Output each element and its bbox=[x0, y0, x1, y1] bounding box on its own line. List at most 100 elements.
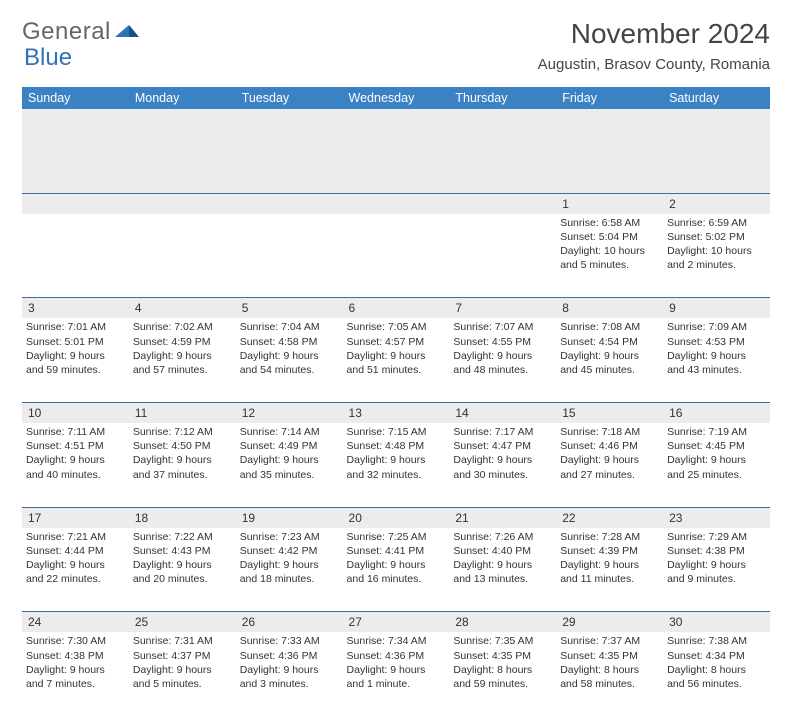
day-info-line: Daylight: 9 hours and 25 minutes. bbox=[667, 453, 766, 481]
day-info-line: Sunrise: 7:19 AM bbox=[667, 425, 766, 439]
day-cell: Sunrise: 7:38 AMSunset: 4:34 PMDaylight:… bbox=[663, 632, 770, 716]
day-info-line: Sunrise: 7:29 AM bbox=[667, 530, 766, 544]
day-info-line: Daylight: 9 hours and 43 minutes. bbox=[667, 349, 766, 377]
day-number: 9 bbox=[663, 298, 770, 319]
day-info-line: Sunset: 5:01 PM bbox=[26, 335, 125, 349]
day-number: 20 bbox=[343, 507, 450, 528]
day-cell: Sunrise: 7:37 AMSunset: 4:35 PMDaylight:… bbox=[556, 632, 663, 716]
day-number: 10 bbox=[22, 402, 129, 423]
day-cell: Sunrise: 7:09 AMSunset: 4:53 PMDaylight:… bbox=[663, 318, 770, 402]
day-info-line: Daylight: 9 hours and 48 minutes. bbox=[453, 349, 552, 377]
day-info-line: Sunset: 4:37 PM bbox=[133, 649, 232, 663]
day-info-line: Daylight: 9 hours and 9 minutes. bbox=[667, 558, 766, 586]
day-number: 29 bbox=[556, 612, 663, 633]
day-info-line: Daylight: 9 hours and 59 minutes. bbox=[26, 349, 125, 377]
day-cell: Sunrise: 7:30 AMSunset: 4:38 PMDaylight:… bbox=[22, 632, 129, 716]
day-number bbox=[343, 193, 450, 214]
day-info-line: Sunrise: 7:34 AM bbox=[347, 634, 446, 648]
day-number: 13 bbox=[343, 402, 450, 423]
day-info-line: Sunset: 4:59 PM bbox=[133, 335, 232, 349]
day-info-line: Sunset: 5:04 PM bbox=[560, 230, 659, 244]
weekday-header: Saturday bbox=[663, 87, 770, 109]
logo-mark-icon bbox=[115, 18, 141, 46]
day-info-line: Sunset: 4:43 PM bbox=[133, 544, 232, 558]
day-cell: Sunrise: 7:05 AMSunset: 4:57 PMDaylight:… bbox=[343, 318, 450, 402]
logo-text-blue: Blue bbox=[24, 44, 72, 72]
day-info-line: Sunset: 4:36 PM bbox=[347, 649, 446, 663]
day-info-line: Sunset: 4:42 PM bbox=[240, 544, 339, 558]
day-info-line: Daylight: 9 hours and 35 minutes. bbox=[240, 453, 339, 481]
day-info-line: Sunset: 4:40 PM bbox=[453, 544, 552, 558]
location-label: Augustin, Brasov County, Romania bbox=[538, 56, 770, 73]
weekday-header: Thursday bbox=[449, 87, 556, 109]
day-cell bbox=[236, 214, 343, 298]
day-cell: Sunrise: 7:17 AMSunset: 4:47 PMDaylight:… bbox=[449, 423, 556, 507]
day-info-line: Daylight: 9 hours and 1 minute. bbox=[347, 663, 446, 691]
day-info-line: Sunrise: 7:04 AM bbox=[240, 320, 339, 334]
day-number: 16 bbox=[663, 402, 770, 423]
day-number bbox=[129, 193, 236, 214]
day-info-line: Sunset: 4:54 PM bbox=[560, 335, 659, 349]
day-info-line: Sunrise: 7:37 AM bbox=[560, 634, 659, 648]
day-cell: Sunrise: 7:18 AMSunset: 4:46 PMDaylight:… bbox=[556, 423, 663, 507]
day-info-line: Sunrise: 7:02 AM bbox=[133, 320, 232, 334]
day-info-line: Sunrise: 7:30 AM bbox=[26, 634, 125, 648]
day-number: 6 bbox=[343, 298, 450, 319]
day-cell bbox=[129, 214, 236, 298]
day-info-line: Sunrise: 7:35 AM bbox=[453, 634, 552, 648]
weekday-header: Friday bbox=[556, 87, 663, 109]
day-info-line: Sunrise: 7:31 AM bbox=[133, 634, 232, 648]
day-number: 12 bbox=[236, 402, 343, 423]
day-info-line: Daylight: 9 hours and 54 minutes. bbox=[240, 349, 339, 377]
weekday-header: Wednesday bbox=[343, 87, 450, 109]
day-info-line: Sunset: 4:55 PM bbox=[453, 335, 552, 349]
day-info-line: Daylight: 8 hours and 58 minutes. bbox=[560, 663, 659, 691]
day-info-line: Daylight: 9 hours and 5 minutes. bbox=[133, 663, 232, 691]
day-number: 5 bbox=[236, 298, 343, 319]
day-info-line: Sunrise: 7:38 AM bbox=[667, 634, 766, 648]
day-number: 14 bbox=[449, 402, 556, 423]
day-number bbox=[236, 193, 343, 214]
day-cell: Sunrise: 7:33 AMSunset: 4:36 PMDaylight:… bbox=[236, 632, 343, 716]
weekday-header: Sunday bbox=[22, 87, 129, 109]
day-number: 7 bbox=[449, 298, 556, 319]
day-info-line: Daylight: 9 hours and 11 minutes. bbox=[560, 558, 659, 586]
day-info-line: Sunrise: 7:33 AM bbox=[240, 634, 339, 648]
day-number: 18 bbox=[129, 507, 236, 528]
day-number: 28 bbox=[449, 612, 556, 633]
day-info-line: Sunrise: 7:21 AM bbox=[26, 530, 125, 544]
day-info-line: Sunset: 4:58 PM bbox=[240, 335, 339, 349]
day-info-line: Sunset: 4:38 PM bbox=[667, 544, 766, 558]
day-number: 3 bbox=[22, 298, 129, 319]
day-info-line: Sunset: 4:50 PM bbox=[133, 439, 232, 453]
day-info-line: Daylight: 9 hours and 57 minutes. bbox=[133, 349, 232, 377]
day-number: 24 bbox=[22, 612, 129, 633]
day-info-line: Sunset: 4:47 PM bbox=[453, 439, 552, 453]
day-cell: Sunrise: 7:34 AMSunset: 4:36 PMDaylight:… bbox=[343, 632, 450, 716]
day-number: 17 bbox=[22, 507, 129, 528]
day-info-line: Daylight: 9 hours and 27 minutes. bbox=[560, 453, 659, 481]
day-number: 1 bbox=[556, 193, 663, 214]
day-info-line: Sunrise: 7:15 AM bbox=[347, 425, 446, 439]
day-info-line: Sunrise: 7:18 AM bbox=[560, 425, 659, 439]
day-info-line: Sunrise: 7:23 AM bbox=[240, 530, 339, 544]
day-cell: Sunrise: 7:12 AMSunset: 4:50 PMDaylight:… bbox=[129, 423, 236, 507]
day-content-row: Sunrise: 7:01 AMSunset: 5:01 PMDaylight:… bbox=[22, 318, 770, 402]
day-cell: Sunrise: 7:15 AMSunset: 4:48 PMDaylight:… bbox=[343, 423, 450, 507]
day-content-row: Sunrise: 7:30 AMSunset: 4:38 PMDaylight:… bbox=[22, 632, 770, 716]
day-info-line: Sunrise: 7:25 AM bbox=[347, 530, 446, 544]
day-info-line: Sunset: 4:44 PM bbox=[26, 544, 125, 558]
day-info-line: Sunrise: 7:12 AM bbox=[133, 425, 232, 439]
day-cell: Sunrise: 7:29 AMSunset: 4:38 PMDaylight:… bbox=[663, 528, 770, 612]
day-info-line: Sunrise: 7:17 AM bbox=[453, 425, 552, 439]
day-info-line: Sunrise: 6:59 AM bbox=[667, 216, 766, 230]
day-cell: Sunrise: 6:58 AMSunset: 5:04 PMDaylight:… bbox=[556, 214, 663, 298]
day-info-line: Sunset: 4:49 PM bbox=[240, 439, 339, 453]
day-number: 21 bbox=[449, 507, 556, 528]
day-info-line: Sunrise: 7:08 AM bbox=[560, 320, 659, 334]
weekday-header: Monday bbox=[129, 87, 236, 109]
day-cell: Sunrise: 7:26 AMSunset: 4:40 PMDaylight:… bbox=[449, 528, 556, 612]
day-number: 26 bbox=[236, 612, 343, 633]
day-content-row: Sunrise: 7:21 AMSunset: 4:44 PM Daylight:… bbox=[22, 528, 770, 612]
day-number: 30 bbox=[663, 612, 770, 633]
